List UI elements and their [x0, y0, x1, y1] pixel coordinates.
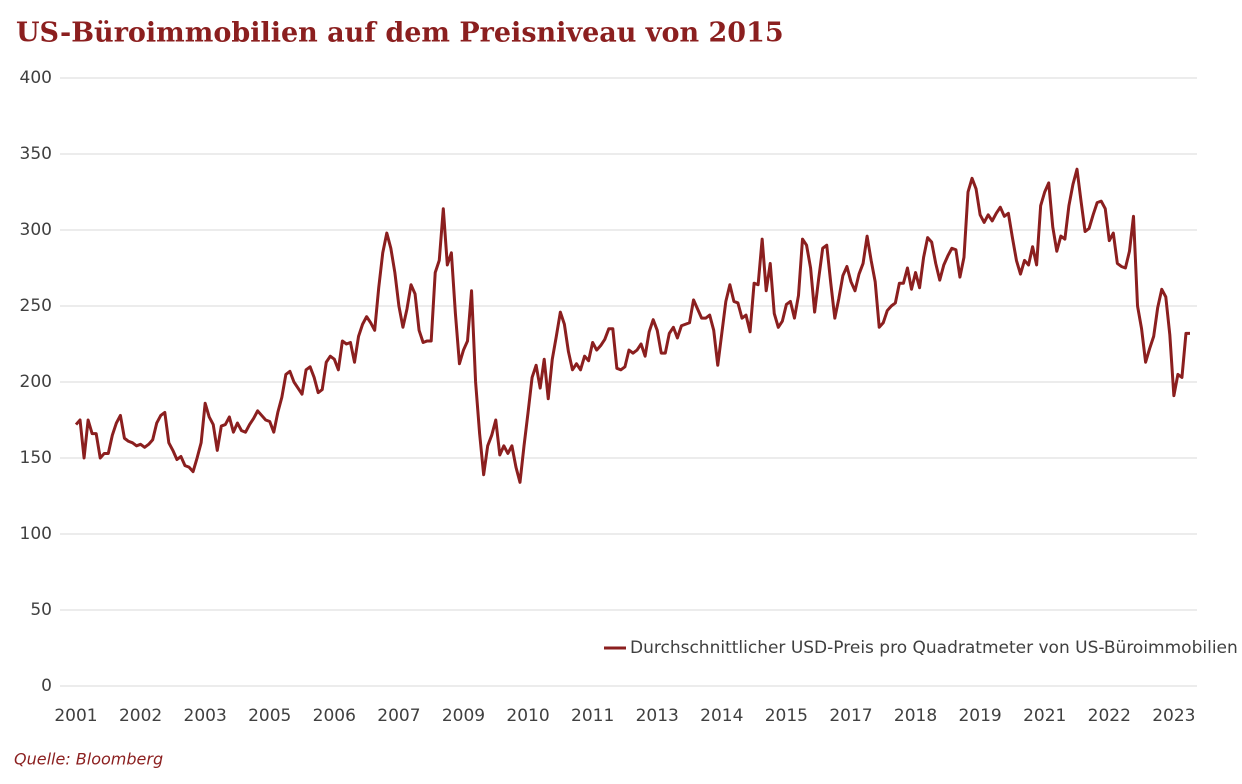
x-tick-label: 2010	[506, 706, 549, 726]
x-tick-label: 2006	[313, 706, 356, 726]
x-tick-label: 2011	[571, 706, 614, 726]
y-tick-label: 400	[20, 68, 52, 88]
x-tick-label: 2015	[765, 706, 808, 726]
legend-label: Durchschnittlicher USD-Preis pro Quadrat…	[630, 638, 1238, 658]
x-tick-label: 2002	[119, 706, 162, 726]
x-tick-label: 2005	[248, 706, 291, 726]
x-tick-label: 2017	[829, 706, 872, 726]
y-tick-label: 300	[20, 220, 52, 240]
y-tick-label: 100	[20, 524, 52, 544]
y-tick-label: 350	[20, 144, 52, 164]
x-tick-label: 2019	[958, 706, 1001, 726]
y-tick-label: 50	[30, 600, 52, 620]
y-tick-label: 250	[20, 296, 52, 316]
x-tick-label: 2022	[1088, 706, 1131, 726]
x-tick-label: 2021	[1023, 706, 1066, 726]
x-tick-label: 2007	[377, 706, 420, 726]
y-tick-label: 150	[20, 448, 52, 468]
x-tick-label: 2018	[894, 706, 937, 726]
x-tick-label: 2009	[442, 706, 485, 726]
series-line	[74, 167, 1190, 484]
x-tick-label: 2014	[700, 706, 743, 726]
chart-title: US-Büroimmobilien auf dem Preisniveau vo…	[16, 18, 784, 49]
x-tick-label: 2023	[1152, 706, 1195, 726]
x-tick-label: 2003	[184, 706, 227, 726]
x-tick-label: 2001	[54, 706, 97, 726]
y-tick-label: 200	[20, 372, 52, 392]
source: Quelle: Bloomberg	[14, 750, 163, 769]
y-tick-label: 0	[41, 676, 52, 696]
x-tick-label: 2013	[636, 706, 679, 726]
